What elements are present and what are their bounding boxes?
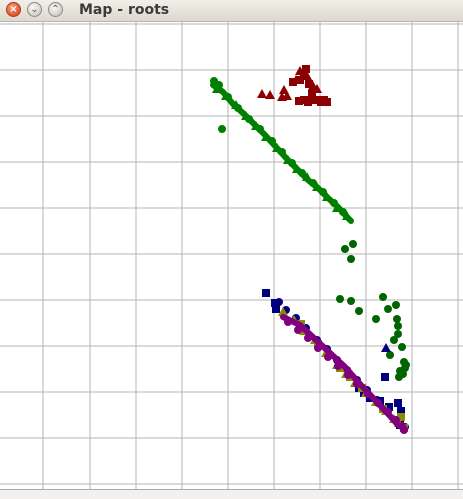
data-point-circle bbox=[379, 293, 387, 301]
data-point-circle bbox=[341, 245, 349, 253]
data-point-circle bbox=[386, 351, 394, 359]
data-point-triangle bbox=[241, 111, 251, 120]
data-point-circle bbox=[384, 305, 392, 313]
data-point-triangle bbox=[251, 121, 261, 130]
series-dark_green-circle bbox=[336, 240, 410, 381]
data-point-circle bbox=[398, 343, 406, 351]
data-point-circle bbox=[390, 336, 398, 344]
data-point-triangle bbox=[265, 90, 275, 99]
series-green-triangle bbox=[212, 84, 352, 220]
data-point-circle bbox=[284, 318, 292, 326]
data-point-circle bbox=[384, 408, 392, 416]
data-point-triangle bbox=[221, 91, 231, 100]
data-point-triangle bbox=[272, 143, 282, 152]
data-point-square bbox=[296, 76, 304, 84]
data-point-circle bbox=[364, 390, 372, 398]
data-point-triangle bbox=[283, 155, 293, 164]
data-point-square bbox=[304, 98, 312, 106]
series-blue-triangle bbox=[381, 343, 391, 352]
data-point-circle bbox=[336, 295, 344, 303]
data-point-circle bbox=[401, 364, 409, 372]
data-point-square bbox=[295, 97, 303, 105]
data-point-triangle bbox=[292, 164, 302, 173]
data-point-square bbox=[271, 299, 279, 307]
data-point-circle bbox=[355, 307, 363, 315]
series-red-square bbox=[289, 65, 331, 106]
status-bar bbox=[0, 489, 463, 499]
data-point-circle bbox=[392, 416, 400, 424]
data-point-square bbox=[305, 80, 313, 88]
data-point-square bbox=[289, 78, 297, 86]
data-point-square bbox=[300, 71, 308, 79]
data-point-triangle bbox=[332, 203, 342, 212]
data-point-circle bbox=[334, 362, 342, 370]
data-point-triangle bbox=[231, 100, 241, 109]
data-point-triangle bbox=[257, 89, 267, 98]
title-bar: × ⌄ ⌃ Map - roots bbox=[0, 0, 463, 22]
data-point-triangle bbox=[312, 182, 322, 191]
data-point-square bbox=[323, 98, 331, 106]
data-point-circle bbox=[275, 298, 283, 306]
data-point-square bbox=[381, 373, 389, 381]
data-point-triangle bbox=[342, 211, 352, 220]
data-point-square bbox=[272, 305, 280, 313]
data-point-square bbox=[397, 413, 405, 421]
data-point-triangle bbox=[279, 85, 289, 94]
data-point-circle bbox=[324, 353, 332, 361]
data-point-square bbox=[394, 399, 402, 407]
grid bbox=[0, 22, 463, 489]
data-point-circle bbox=[353, 380, 361, 388]
data-point-circle bbox=[393, 315, 401, 323]
data-point-circle bbox=[218, 125, 226, 133]
data-point-square bbox=[262, 289, 270, 297]
data-point-circle bbox=[314, 344, 322, 352]
data-point-circle bbox=[294, 326, 302, 334]
data-point-square bbox=[308, 90, 316, 98]
data-point-triangle bbox=[261, 132, 271, 141]
data-point-circle bbox=[400, 426, 408, 434]
data-point-circle bbox=[372, 315, 380, 323]
data-point-circle bbox=[374, 399, 382, 407]
data-point-triangle bbox=[302, 172, 312, 181]
data-point-circle bbox=[347, 297, 355, 305]
map-plot[interactable] bbox=[0, 22, 463, 489]
data-point-circle bbox=[344, 371, 352, 379]
data-point-triangle bbox=[278, 307, 288, 316]
data-point-circle bbox=[394, 330, 402, 338]
data-point-triangle bbox=[212, 84, 222, 93]
data-point-triangle bbox=[381, 343, 391, 352]
data-point-circle bbox=[392, 301, 400, 309]
data-point-circle bbox=[339, 208, 347, 216]
window-title: Map - roots bbox=[79, 2, 170, 18]
data-point-circle bbox=[394, 322, 402, 330]
data-point-circle bbox=[347, 255, 355, 263]
data-point-square bbox=[302, 65, 310, 73]
data-point-circle bbox=[304, 334, 312, 342]
close-icon[interactable]: × bbox=[6, 2, 21, 17]
data-point-triangle bbox=[282, 91, 292, 100]
data-point-square bbox=[397, 407, 405, 415]
data-point-circle bbox=[268, 137, 276, 145]
data-point-triangle bbox=[322, 192, 332, 201]
maximize-icon[interactable]: ⌃ bbox=[48, 2, 63, 17]
data-point-square bbox=[312, 96, 320, 104]
data-point-circle bbox=[349, 240, 357, 248]
series-purple-circle bbox=[284, 318, 408, 434]
minimize-icon[interactable]: ⌄ bbox=[27, 2, 42, 17]
